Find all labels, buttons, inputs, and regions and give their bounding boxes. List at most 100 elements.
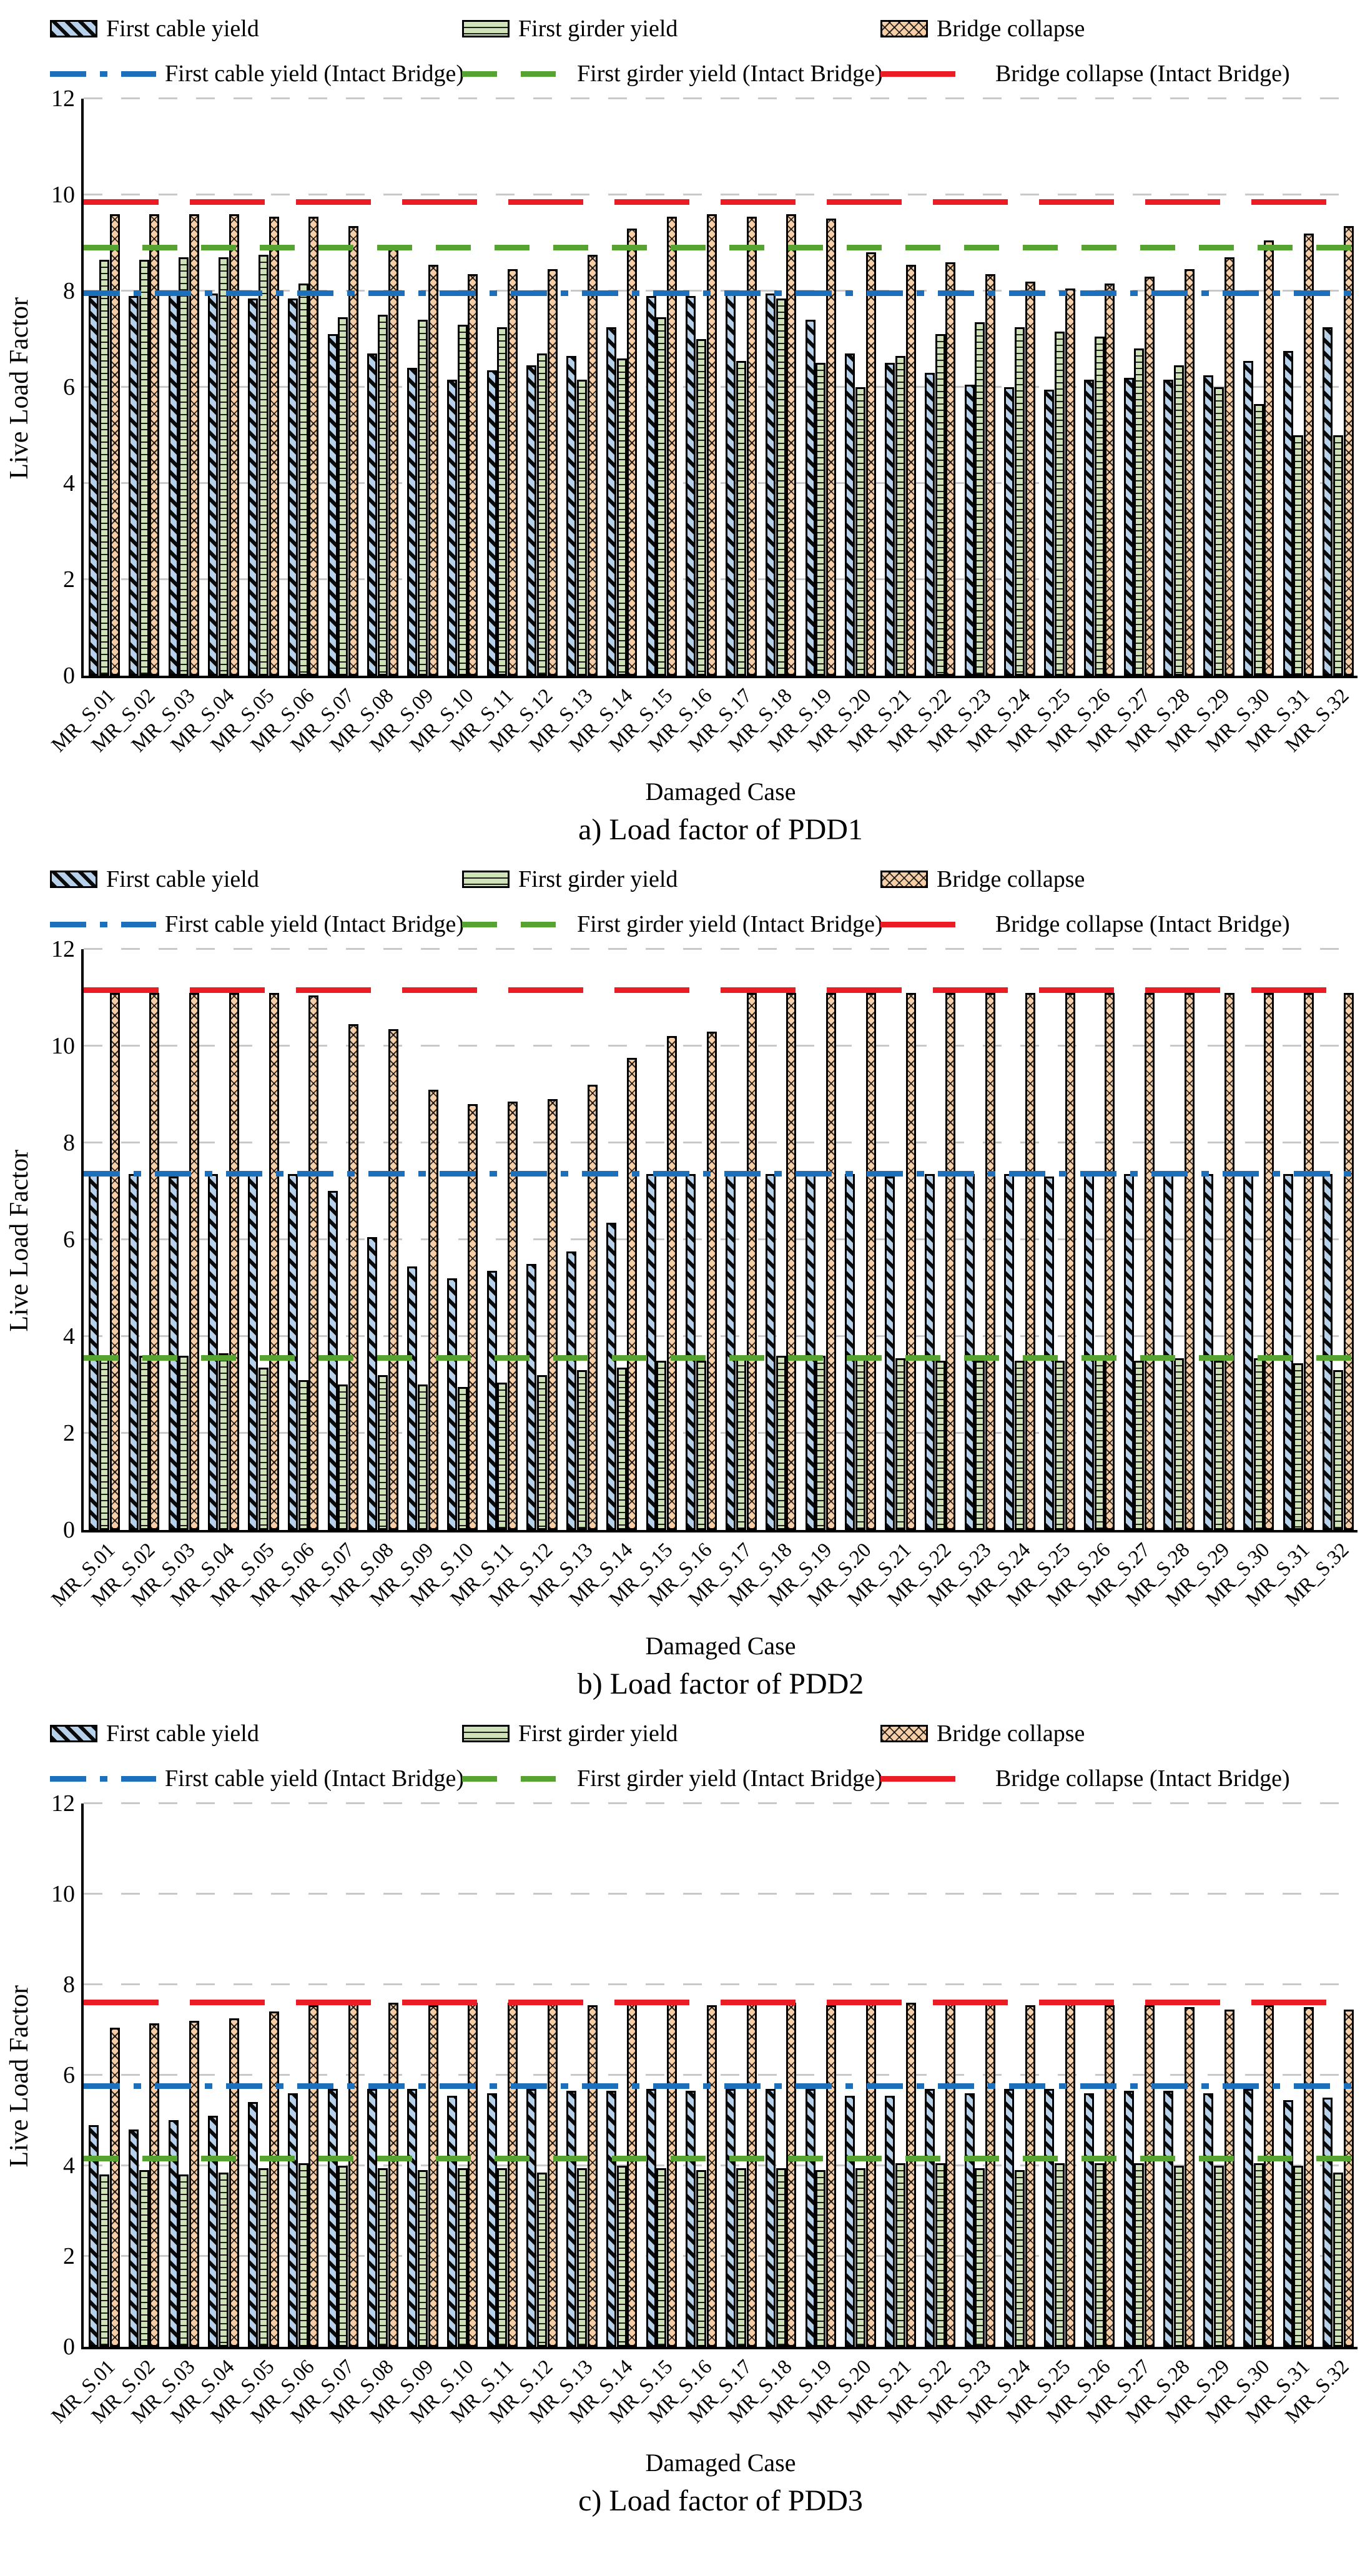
bar-cable-MR_S.27 — [1124, 1174, 1134, 1530]
plot-area: 0 2 4 6 8 10 12 — [51, 86, 1358, 688]
bar-girder-MR_S.07 — [338, 1384, 348, 1530]
bar-collapse-MR_S.09 — [428, 1090, 438, 1530]
bar-cable-MR_S.06 — [288, 299, 298, 676]
bar-collapse-MR_S.12 — [548, 269, 558, 676]
bar-girder-MR_S.06 — [298, 1380, 308, 1530]
bar-collapse-MR_S.04 — [229, 214, 239, 676]
legend-label: First girder yield (Intact Bridge) — [577, 61, 883, 87]
bar-cable-MR_S.09 — [407, 368, 417, 676]
y-tick-label: 8 — [63, 1971, 75, 1998]
bar-collapse-MR_S.12 — [548, 2003, 558, 2347]
x-axis-title: Damaged Case — [645, 1632, 796, 1660]
bar-girder-MR_S.08 — [378, 315, 388, 676]
bar-girder-MR_S.23 — [975, 322, 985, 676]
bar-girder-MR_S.26 — [1095, 337, 1105, 676]
bar-girder-MR_S.13 — [577, 2168, 587, 2347]
bar-collapse-MR_S.23 — [985, 2003, 995, 2347]
bar-cable-MR_S.32 — [1323, 327, 1333, 676]
bar-cable-MR_S.04 — [208, 294, 218, 676]
bar-collapse-MR_S.29 — [1224, 2010, 1234, 2347]
ref-line-cable-intact — [84, 290, 1358, 296]
bar-girder-MR_S.19 — [816, 2170, 825, 2347]
legend-label: Bridge collapse — [937, 866, 1085, 892]
bar-girder-MR_S.32 — [1333, 435, 1343, 676]
gridline-2 — [84, 578, 1358, 580]
legend-label: First cable yield — [106, 16, 259, 42]
x-axis-title: Damaged Case — [645, 2449, 796, 2477]
bar-cable-MR_S.25 — [1044, 1177, 1054, 1530]
bar-collapse-MR_S.27 — [1145, 993, 1155, 1530]
bar-girder-MR_S.23 — [975, 2168, 985, 2347]
legend-item-cable: First cable yield — [50, 866, 462, 893]
bar-girder-MR_S.04 — [219, 257, 229, 676]
bar-cable-MR_S.01 — [89, 296, 99, 676]
bar-cable-MR_S.21 — [885, 2096, 895, 2347]
bar-cable-MR_S.28 — [1163, 1174, 1173, 1530]
bar-cable-MR_S.30 — [1243, 2089, 1253, 2347]
chart-caption: c) Load factor of PDD3 — [578, 2484, 863, 2517]
x-axis-title: Damaged Case — [645, 777, 796, 806]
bar-girder-MR_S.13 — [577, 380, 587, 676]
bar-girder-MR_S.29 — [1214, 1361, 1224, 1530]
bar-cable-MR_S.25 — [1044, 2089, 1054, 2347]
bar-collapse-MR_S.04 — [229, 993, 239, 1530]
bar-cable-MR_S.05 — [248, 1174, 258, 1530]
bar-cable-MR_S.13 — [566, 2091, 576, 2347]
bar-girder-MR_S.26 — [1095, 2163, 1105, 2347]
gridline-4 — [84, 1335, 1358, 1337]
bar-cable-MR_S.08 — [367, 1237, 377, 1530]
bar-girder-MR_S.29 — [1214, 387, 1224, 676]
bar-cable-MR_S.12 — [526, 2089, 536, 2347]
bar-collapse-MR_S.09 — [428, 2005, 438, 2347]
bar-girder-MR_S.16 — [696, 339, 706, 676]
legend: First cable yield First girder yield Bri… — [0, 6, 1360, 99]
y-tick-label: 4 — [63, 470, 75, 496]
bar-collapse-MR_S.28 — [1185, 2007, 1195, 2347]
bar-collapse-MR_S.24 — [1025, 993, 1035, 1530]
x-axis-labels: MR_S.01 MR_S.02 MR_S.03 MR_S.04 MR_S.05 MR_S.… — [47, 1532, 1358, 1631]
bar-girder-MR_S.21 — [895, 356, 905, 676]
bar-cable-MR_S.06 — [288, 1174, 298, 1530]
bar-cable-MR_S.03 — [169, 2120, 179, 2347]
bar-collapse-MR_S.01 — [110, 2028, 120, 2347]
bar-cable-MR_S.23 — [965, 1174, 975, 1530]
bar-collapse-MR_S.19 — [826, 993, 836, 1530]
ref-line-cable-intact — [84, 2083, 1358, 2089]
bar-girder-MR_S.09 — [418, 2170, 428, 2347]
bar-cable-MR_S.03 — [169, 294, 179, 676]
bar-cable-MR_S.08 — [367, 2089, 377, 2347]
legend-item-girder-intact: First girder yield (Intact Bridge) — [462, 910, 883, 938]
gridline-12 — [84, 97, 1358, 99]
bar-cable-MR_S.18 — [766, 2089, 776, 2347]
bar-collapse-MR_S.22 — [945, 993, 955, 1530]
bar-girder-MR_S.15 — [656, 2168, 666, 2347]
bar-girder-MR_S.01 — [99, 260, 109, 676]
gridline-10 — [84, 1045, 1358, 1047]
legend-label: First girder yield — [518, 1720, 678, 1747]
bar-girder-MR_S.10 — [458, 325, 468, 676]
bar-collapse-MR_S.21 — [906, 2003, 916, 2347]
bar-collapse-MR_S.11 — [508, 1102, 518, 1530]
bar-cable-MR_S.24 — [1004, 387, 1014, 676]
cable-bar-swatch-icon — [50, 20, 97, 37]
bar-cable-MR_S.15 — [646, 1174, 656, 1530]
bar-girder-MR_S.07 — [338, 2166, 348, 2347]
bar-cable-MR_S.08 — [367, 353, 377, 676]
bar-cable-MR_S.07 — [328, 334, 338, 676]
bar-girder-MR_S.05 — [259, 2168, 269, 2347]
legend-item-collapse-intact: Bridge collapse (Intact Bridge) — [880, 60, 1360, 87]
gridline-2 — [84, 2255, 1358, 2257]
bar-cable-MR_S.04 — [208, 1174, 218, 1530]
bar-cable-MR_S.17 — [726, 294, 736, 676]
plot-row: Live Load Factor 0 2 4 6 8 10 12 — [0, 86, 1360, 688]
bar-collapse-MR_S.08 — [388, 248, 398, 676]
bar-cable-MR_S.23 — [965, 385, 975, 676]
bar-girder-MR_S.21 — [895, 1358, 905, 1530]
chart-pdd2: First cable yield First girder yield Bri… — [0, 851, 1360, 1705]
bar-collapse-MR_S.30 — [1264, 2005, 1274, 2347]
bar-girder-MR_S.05 — [259, 255, 269, 676]
bar-cable-MR_S.29 — [1203, 375, 1213, 676]
bar-cable-MR_S.17 — [726, 2089, 736, 2347]
bar-girder-MR_S.12 — [537, 2173, 547, 2347]
bar-collapse-MR_S.30 — [1264, 240, 1274, 676]
